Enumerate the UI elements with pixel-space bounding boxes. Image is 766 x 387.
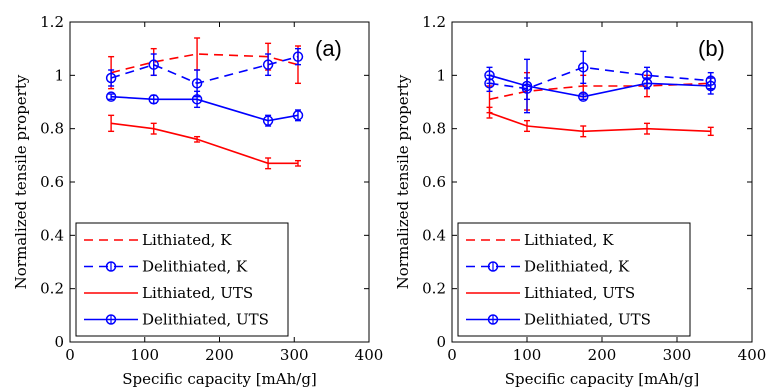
legend-entry: Lithiated, UTS (466, 284, 635, 302)
legend-entry: Lithiated, K (84, 231, 232, 249)
legend-label: Lithiated, K (142, 231, 232, 249)
series-lithiated-uts (108, 114, 301, 170)
data-point (578, 91, 589, 102)
data-point (578, 62, 589, 73)
legend: Lithiated, K Delithiated, K Lithiated, UTS… (457, 222, 691, 337)
data-point (705, 80, 716, 92)
data-point (292, 110, 304, 121)
data-point (292, 51, 304, 62)
legend-entry: Delithiated, UTS (466, 311, 651, 329)
x-tick-label: 400 (738, 346, 766, 364)
data-point (191, 78, 203, 89)
legend-label: Lithiated, K (524, 231, 614, 249)
data-point (262, 115, 274, 126)
data-point (105, 91, 117, 102)
y-axis-label: Normalized tensile property (394, 74, 412, 289)
y-tick-label: 1.2 (40, 13, 64, 31)
y-axis-label: Normalized tensile property (12, 74, 30, 289)
legend-label: Lithiated, UTS (524, 284, 635, 302)
y-tick-label: 0.8 (422, 120, 446, 138)
y-tick-label: 1 (436, 66, 446, 84)
data-point (148, 59, 159, 70)
data-point (148, 94, 159, 105)
legend-entry: Lithiated, UTS (84, 284, 253, 302)
chart-panel-1: 0 100 200 300 400 0 0.2 0.4 0.6 0.8 1 1.2 Specific c… (394, 13, 766, 387)
y-tick-label: 0.6 (40, 173, 64, 191)
legend-label: Lithiated, UTS (142, 284, 253, 302)
data-point (521, 80, 533, 92)
x-tick-label: 300 (280, 346, 309, 364)
series-line (110, 53, 299, 74)
x-axis-label: Specific capacity [mAh/g] (505, 370, 700, 387)
data-point (105, 72, 117, 84)
legend-entry: Delithiated, UTS (84, 311, 269, 329)
legend-label: Delithiated, UTS (142, 311, 269, 329)
series-delithiated-k (105, 47, 304, 98)
y-tick-label: 0.2 (40, 280, 64, 298)
x-tick-label: 0 (447, 346, 457, 364)
panel-label: (a) (315, 36, 342, 61)
x-tick-label: 400 (355, 346, 384, 364)
y-tick-label: 1.2 (422, 13, 446, 31)
data-point (641, 78, 653, 89)
legend-label: Delithiated, K (142, 258, 248, 276)
y-tick-label: 0.2 (422, 280, 446, 298)
legend-entry: Delithiated, K (84, 258, 248, 276)
x-tick-label: 100 (130, 346, 159, 364)
series-lithiated-uts (486, 106, 714, 138)
x-tick-label: 0 (65, 346, 75, 364)
legend-entry: Delithiated, K (466, 258, 630, 276)
chart-panel-0: 0 100 200 300 400 0 0.2 0.4 0.6 0.8 1 1.2 Specific c… (12, 13, 383, 387)
legend-entry: Lithiated, K (466, 231, 614, 249)
y-tick-label: 0.6 (422, 173, 446, 191)
data-point (262, 59, 274, 70)
series-line (489, 111, 711, 133)
y-tick-label: 0.4 (40, 226, 64, 244)
legend-label: Delithiated, K (524, 258, 630, 276)
data-point (191, 94, 203, 105)
y-tick-label: 0.8 (40, 120, 64, 138)
series-delithiated-uts (105, 90, 304, 127)
x-tick-label: 200 (588, 346, 617, 364)
x-tick-label: 100 (513, 346, 542, 364)
legend-label: Delithiated, UTS (524, 311, 651, 329)
y-tick-label: 0 (436, 333, 446, 351)
y-tick-label: 0.4 (422, 226, 446, 244)
data-point (484, 70, 495, 81)
y-tick-label: 1 (54, 66, 64, 84)
x-tick-label: 200 (205, 346, 234, 364)
panel-label: (b) (698, 36, 725, 61)
legend: Lithiated, K Delithiated, K Lithiated, UTS… (75, 222, 289, 337)
x-axis-label: Specific capacity [mAh/g] (122, 370, 317, 387)
x-tick-label: 300 (663, 346, 692, 364)
series-delithiated-uts (484, 58, 716, 114)
y-tick-label: 0 (54, 333, 64, 351)
